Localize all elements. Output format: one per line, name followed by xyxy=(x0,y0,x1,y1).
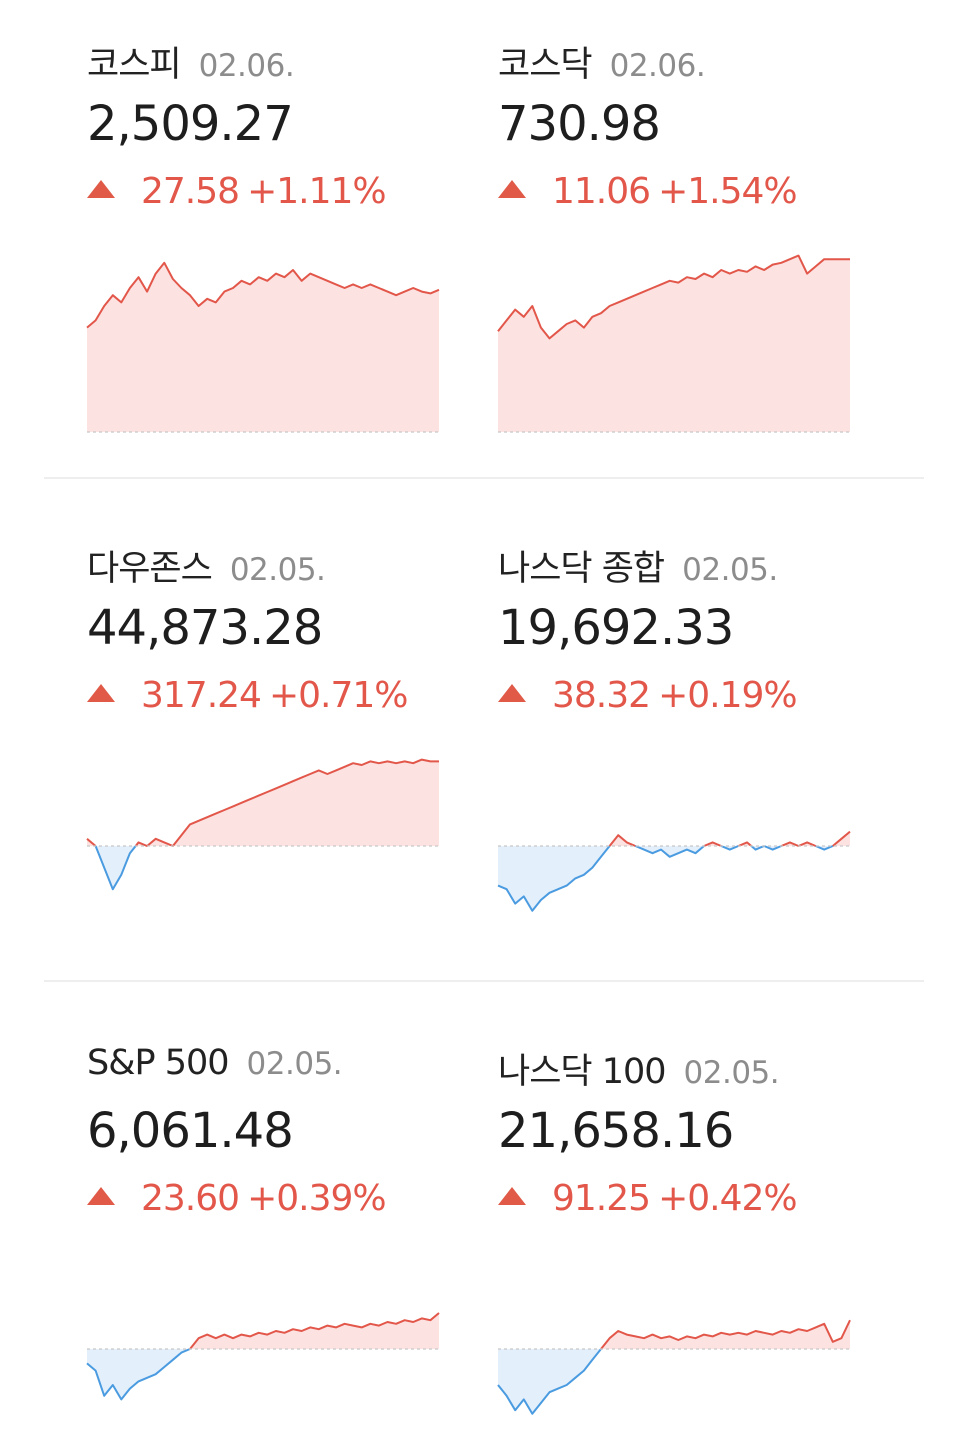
card-title-row: S&P 500 02.05. xyxy=(87,1043,343,1083)
card-title-row: 코스피 02.06. xyxy=(87,36,295,87)
row-divider xyxy=(44,477,924,479)
price-line-down xyxy=(750,845,765,851)
area-fill-up xyxy=(498,255,850,432)
intraday-chart xyxy=(86,758,439,891)
intraday-chart xyxy=(497,830,851,912)
index-card-kosdaq[interactable]: 코스닥 02.06. 730.98 11.06 +1.54% xyxy=(497,8,898,448)
index-value: 21,658.16 xyxy=(498,1103,734,1159)
change-row: 91.25 +0.42% xyxy=(498,1178,798,1219)
area-fill-down xyxy=(498,1349,601,1414)
area-fill-up xyxy=(190,1313,439,1349)
up-arrow-icon xyxy=(498,180,526,198)
index-name: S&P 500 xyxy=(87,1043,230,1083)
change-row: 317.24 +0.71% xyxy=(87,675,408,716)
index-name: 코스닥 xyxy=(498,45,593,85)
index-value: 730.98 xyxy=(498,96,661,152)
price-line-down xyxy=(497,845,611,912)
index-date: 02.05. xyxy=(682,552,778,588)
index-card-kospi[interactable]: 코스피 02.06. 2,509.27 27.58 +1.11% xyxy=(86,8,487,448)
area-fill-up xyxy=(135,759,439,846)
card-title-row: 코스닥 02.06. xyxy=(498,36,706,87)
price-line-down xyxy=(763,845,782,851)
price-line-down xyxy=(720,845,739,851)
price-line-down xyxy=(497,1348,602,1415)
price-line-up xyxy=(608,834,636,847)
up-arrow-icon xyxy=(498,684,526,702)
index-value: 2,509.27 xyxy=(87,96,294,152)
price-line-up xyxy=(497,254,850,340)
change-percent: +0.42% xyxy=(658,1178,798,1219)
change-percent: +0.39% xyxy=(247,1178,387,1219)
change-percent: +1.54% xyxy=(658,171,798,212)
change-row: 23.60 +0.39% xyxy=(87,1178,387,1219)
index-date: 02.05. xyxy=(246,1046,343,1082)
intraday-chart xyxy=(86,1312,440,1401)
index-card-nasdaq-composite[interactable]: 나스닥 종합 02.05. 19,692.33 38.32 +0.19% xyxy=(497,512,898,952)
index-name: 코스피 xyxy=(87,45,182,85)
price-line-up xyxy=(832,830,851,847)
change-amount: 23.60 xyxy=(141,1178,240,1219)
change-percent: +1.11% xyxy=(247,171,387,212)
change-percent: +0.71% xyxy=(268,675,409,716)
area-fill-down xyxy=(95,846,136,890)
index-date: 02.06. xyxy=(198,48,295,84)
price-line-down xyxy=(94,845,137,891)
price-line-up xyxy=(600,1319,851,1350)
price-line-up xyxy=(738,841,752,847)
price-line-up xyxy=(189,1312,440,1350)
index-date: 02.06. xyxy=(609,48,706,84)
index-value: 6,061.48 xyxy=(87,1103,294,1159)
index-name: 나스닥 종합 xyxy=(498,549,665,589)
change-amount: 11.06 xyxy=(552,171,651,212)
index-value: 19,692.33 xyxy=(498,600,734,656)
card-title-row: 나스닥 종합 02.05. xyxy=(498,540,778,591)
change-amount: 38.32 xyxy=(552,675,651,716)
price-line-up xyxy=(703,841,722,847)
price-line-down xyxy=(86,1348,191,1401)
card-title-row: 다우존스 02.05. xyxy=(87,540,326,591)
intraday-chart xyxy=(86,261,440,433)
up-arrow-icon xyxy=(87,180,115,198)
up-arrow-icon xyxy=(498,1187,526,1205)
price-line-up xyxy=(86,838,97,847)
area-fill-up xyxy=(832,831,850,846)
price-line-down xyxy=(635,845,705,858)
area-fill-up xyxy=(609,835,636,846)
index-date: 02.05. xyxy=(229,552,326,588)
index-card-dow-jones[interactable]: 다우존스 02.05. 44,873.28 317.24 +0.71% xyxy=(86,512,487,952)
change-percent: +0.19% xyxy=(658,675,798,716)
index-card-sp500[interactable]: S&P 500 02.05. 6,061.48 23.60 +0.39% xyxy=(86,1015,487,1451)
index-card-nasdaq-100[interactable]: 나스닥 100 02.05. 21,658.16 91.25 +0.42% xyxy=(497,1015,898,1451)
index-name: 나스닥 100 xyxy=(498,1052,667,1092)
change-amount: 317.24 xyxy=(141,675,262,716)
up-arrow-icon xyxy=(87,1187,115,1205)
area-fill-down xyxy=(498,846,610,911)
area-fill-up xyxy=(87,838,96,846)
row-divider xyxy=(44,980,924,982)
index-date: 02.05. xyxy=(683,1055,780,1091)
change-amount: 91.25 xyxy=(552,1178,651,1219)
card-title-row: 나스닥 100 02.05. xyxy=(498,1043,780,1094)
change-row: 27.58 +1.11% xyxy=(87,171,387,212)
price-line-down xyxy=(815,845,834,851)
change-amount: 27.58 xyxy=(141,171,240,212)
intraday-chart xyxy=(497,254,850,433)
price-line-up xyxy=(134,758,439,847)
index-name: 다우존스 xyxy=(87,549,213,589)
price-line-up xyxy=(86,261,440,329)
area-fill-up xyxy=(87,262,439,432)
change-row: 38.32 +0.19% xyxy=(498,675,798,716)
index-value: 44,873.28 xyxy=(87,600,323,656)
intraday-chart xyxy=(497,1319,851,1415)
area-fill-down xyxy=(87,1349,190,1400)
up-arrow-icon xyxy=(87,684,115,702)
change-row: 11.06 +1.54% xyxy=(498,171,798,212)
